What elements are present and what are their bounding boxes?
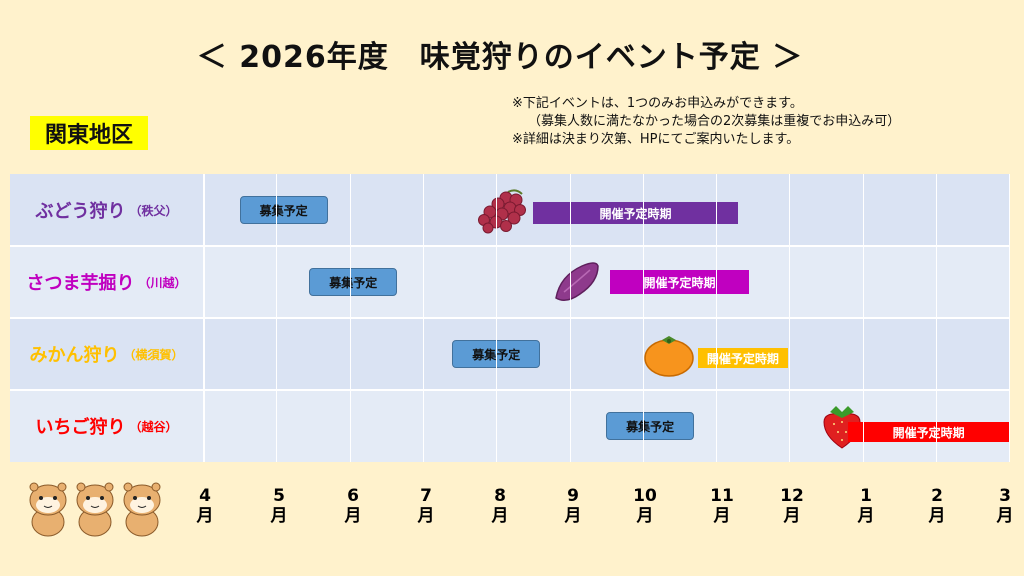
page-title: ＜ 2026年度 味覚狩りのイベント予定 ＞ (196, 40, 804, 75)
grape-icon (478, 189, 526, 234)
mandarin-icon (644, 336, 694, 377)
month-axis: 4 月 5 月 6 月 7 月 8 月 9 月 10 月 11 月 12 月 1 月 2 月 3 月 (0, 486, 1024, 536)
schedule-chart: ぶどう狩り （秩父） さつま芋掘り （川越） みかん狩り （横須賀） いちご狩り （越谷… (10, 174, 1011, 462)
event-name: みかん狩り (29, 345, 120, 366)
event-name: いちご狩り (35, 417, 126, 438)
month-unit: 月 (996, 506, 1014, 526)
month-unit: 月 (270, 506, 288, 526)
month-gridline (642, 174, 644, 462)
event-period-bar: 開催予定時期 (848, 422, 1010, 442)
month-unit: 月 (857, 506, 875, 526)
month-gridline (862, 174, 864, 462)
month-unit: 月 (783, 506, 801, 526)
month-unit: 月 (713, 506, 731, 526)
chipmunk-mascots-icon (29, 482, 161, 537)
event-name: ぶどう狩り (35, 201, 126, 222)
month-label: 12 月 (772, 486, 812, 526)
month-label: 11 月 (702, 486, 742, 526)
label-divider (203, 174, 205, 462)
month-number: 1 (860, 486, 872, 506)
schedule-row (10, 246, 1010, 318)
month-number: 11 (710, 486, 734, 506)
month-number: 2 (931, 486, 943, 506)
event-label-sweet-potato: さつま芋掘り （川越） (10, 246, 203, 318)
row-divider (10, 389, 1010, 391)
note-line: ※下記イベントは、1つのみお申込みができます。 (512, 96, 803, 111)
month-number: 7 (420, 486, 432, 506)
row-divider (10, 317, 1010, 319)
month-unit: 月 (928, 506, 946, 526)
month-number: 4 (199, 486, 211, 506)
sweet-potato-icon (555, 262, 599, 301)
month-unit: 月 (491, 506, 509, 526)
month-gridline (716, 174, 718, 462)
month-unit: 月 (417, 506, 435, 526)
recruit-bar: 募集予定 (309, 268, 398, 296)
month-number: 9 (567, 486, 579, 506)
event-place: （横須賀） (123, 347, 184, 362)
notes: ※下記イベントは、1つのみお申込みができます。 （募集人数に満たなかった場合の2… (512, 95, 1012, 149)
month-gridline (936, 174, 937, 462)
month-number: 12 (780, 486, 804, 506)
note-line: （募集人数に満たなかった場合の2次募集は重複でお申込み可） (528, 114, 901, 129)
month-unit: 月 (564, 506, 582, 526)
month-gridline (496, 174, 498, 462)
month-number: 8 (494, 486, 506, 506)
region-badge: 関東地区 (30, 116, 148, 150)
month-unit: 月 (636, 506, 654, 526)
event-label-grape: ぶどう狩り （秩父） (10, 174, 203, 246)
event-period-bar: 開催予定時期 (532, 202, 739, 224)
row-divider (10, 245, 1010, 247)
note-line: ※詳細は決まり次第、HPにてご案内いたします。 (512, 132, 800, 147)
event-period-bar: 開催予定時期 (697, 348, 788, 368)
recruit-bar: 募集予定 (239, 196, 328, 224)
month-gridline (422, 174, 424, 462)
month-gridline (789, 174, 791, 462)
event-label-mandarin: みかん狩り （横須賀） (10, 318, 203, 390)
month-gridline (1009, 174, 1011, 462)
month-number: 5 (273, 486, 285, 506)
event-label-strawberry: いちご狩り （越谷） (10, 390, 203, 462)
month-gridline (276, 174, 278, 462)
month-number: 6 (347, 486, 359, 506)
month-number: 10 (633, 486, 657, 506)
month-gridline (349, 174, 351, 462)
month-label: 10 月 (625, 486, 665, 526)
month-unit: 月 (344, 506, 362, 526)
event-name: さつま芋掘り (26, 273, 135, 294)
event-period-bar: 開催予定時期 (609, 270, 750, 294)
event-place: （秩父） (129, 203, 178, 218)
event-place: （川越） (138, 275, 187, 290)
month-unit: 月 (196, 506, 214, 526)
month-number: 3 (999, 486, 1011, 506)
recruit-bar: 募集予定 (606, 412, 695, 440)
month-gridline (569, 174, 571, 462)
event-place: （越谷） (129, 419, 178, 434)
